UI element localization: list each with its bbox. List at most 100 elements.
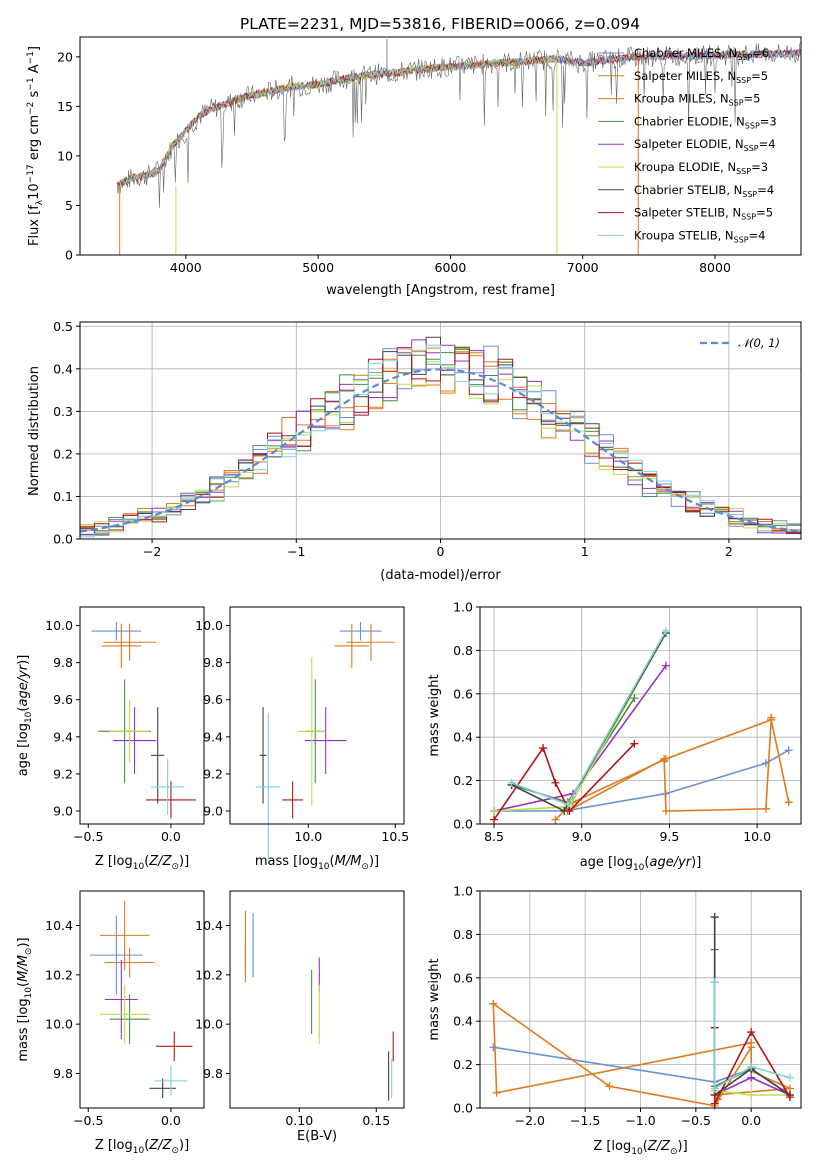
x-tick-label: 0.15 [362, 1113, 390, 1128]
y-tick-label: 10.4 [45, 918, 73, 933]
weight-marker [761, 804, 770, 813]
y-tick-label: 10.2 [195, 967, 223, 982]
y-tick-label: 0.0 [53, 532, 73, 547]
x-tick-label: 8000 [699, 260, 731, 275]
x-tick-label: −0.5 [73, 829, 103, 844]
weight-marker [784, 798, 793, 807]
y-tick-label: 10.4 [195, 918, 223, 933]
axes-box [229, 890, 405, 1109]
plot-area [91, 621, 196, 819]
y-tick-label: 9.4 [53, 729, 73, 744]
x-tick-label: 0 [437, 544, 445, 559]
y-tick-label: 20 [57, 49, 73, 64]
weight-line [511, 630, 667, 806]
mass-vs-ebv-xlabel: E(B-V) [297, 1129, 337, 1144]
weight-marker [539, 744, 548, 753]
x-tick-label: 10.5 [381, 829, 409, 844]
spectrum-xlabel: wavelength [Angstrom, rest frame] [326, 283, 555, 298]
y-tick-label: 10.0 [45, 1017, 73, 1032]
weight-marker [551, 815, 560, 824]
plot-area [490, 626, 793, 824]
residuals-chart: −2 −1 0 1 2 0.0 0.1 0.2 0.3 0.4 0.5 𝒩(0, 1) (data-mo… [27, 319, 802, 583]
y-tick-label: 10 [57, 148, 73, 163]
x-tick-label: 0.0 [161, 829, 181, 844]
spectrum-ylabel: Flux [fλ10−17 erg cm−2 s−1 A−1] [26, 46, 45, 246]
y-tick-label: 0 [65, 248, 73, 263]
y-tick-label: 10.0 [45, 618, 73, 633]
mass-vs-metallicity-chart: −0.5 0.0 9.8 10.0 10.2 10.4 Z [log10(Z/Z⊙)] mas… [16, 890, 205, 1156]
x-tick-label: 6000 [435, 260, 467, 275]
y-tick-label: 0.4 [453, 730, 473, 745]
gaussian-curve [79, 368, 802, 533]
y-tick-label: 15 [57, 99, 73, 114]
y-tick-label: 9.4 [203, 729, 223, 744]
mass-vs-metallicity-chart-ylabel: mass [log10(M/M⊙)] [16, 937, 34, 1061]
mass-weight-vs-age-chart-xlabel: age [log10(age/yr)] [580, 855, 702, 873]
weight-line [713, 982, 791, 1090]
weight-marker [551, 778, 560, 787]
axes-frame: −0.5 0.0 9.0 9.2 9.4 9.6 9.8 10.0 Z [log10(Z/Z⊙)… [16, 606, 205, 872]
plot-area [489, 913, 794, 1110]
weight-marker [784, 746, 793, 755]
y-tick-label: 9.2 [53, 766, 73, 781]
y-tick-label: 9.8 [203, 655, 223, 670]
y-tick-label: 10.0 [195, 618, 223, 633]
histogram-step [80, 352, 801, 533]
y-tick-label: 10.2 [45, 967, 73, 982]
y-tick-label: 9.2 [203, 766, 223, 781]
x-tick-label: 0.0 [741, 1113, 761, 1128]
axes-frame: 10.0 10.5 9.0 9.2 9.4 9.6 9.8 10.0 mass [log10(M… [195, 606, 409, 872]
x-tick-label: 9.0 [572, 829, 592, 844]
legend-entry: Salpeter MILES, NSSP=5 [634, 69, 768, 85]
weight-line [492, 1003, 794, 1100]
spectrum-chart: 4000 5000 6000 7000 8000 0 5 10 15 20 wavelength [… [26, 36, 802, 298]
spectrum-line [116, 48, 802, 188]
weight-marker [492, 1088, 501, 1097]
age-vs-metallicity-chart-xlabel: Z [log10(Z/Z⊙)] [95, 854, 189, 872]
weight-marker [661, 806, 670, 815]
x-tick-label: −1.0 [625, 1113, 655, 1128]
y-tick-label: 0.0 [453, 817, 473, 832]
y-tick-label: 1.0 [453, 884, 473, 899]
weight-line [511, 697, 636, 804]
weight-marker [630, 739, 639, 748]
legend-entry: 𝒩(0, 1) [738, 336, 780, 350]
axes-box [79, 36, 802, 256]
y-tick-label: 9.0 [203, 804, 223, 819]
weight-marker [605, 1082, 614, 1091]
y-tick-label: 0.2 [453, 773, 473, 788]
axes-frame: 8.5 9.0 9.5 10.0 0.0 0.2 0.4 0.6 0.8 1.0 age [log1… [427, 600, 802, 873]
y-tick-label: 0.0 [453, 1101, 473, 1116]
weight-marker [747, 1038, 756, 1047]
y-tick-label: 0.2 [453, 1057, 473, 1072]
weight-marker [489, 1043, 498, 1052]
weight-marker [767, 713, 776, 722]
legend-entry: Salpeter STELIB, NSSP=5 [634, 206, 773, 222]
age-vs-mass-chart-xlabel: mass [log10(M/M⊙)] [255, 854, 379, 872]
y-tick-label: 0.8 [453, 643, 473, 658]
y-tick-label: 9.8 [53, 1066, 73, 1081]
mass-weight-vs-metallicity-chart-ylabel: mass weight [427, 958, 442, 1040]
x-tick-label: −1.5 [570, 1113, 600, 1128]
y-tick-label: 0.6 [453, 686, 473, 701]
weight-marker [489, 999, 498, 1008]
weight-marker [710, 1099, 719, 1108]
weight-marker [507, 778, 516, 787]
age-vs-mass-chart: 10.0 10.5 9.0 9.2 9.4 9.6 9.8 10.0 mass [log10(M… [195, 606, 409, 872]
x-tick-label: 0.0 [161, 1113, 181, 1128]
weight-marker [785, 1093, 794, 1102]
weight-line [511, 632, 667, 813]
y-tick-label: 9.8 [203, 1066, 223, 1081]
axes-box [229, 606, 405, 825]
axes-frame: −2 −1 0 1 2 0.0 0.1 0.2 0.3 0.4 0.5 𝒩(0, 1) (data-mo… [27, 319, 802, 583]
weight-marker [565, 806, 574, 815]
axes-frame: 0.10 0.15 9.8 10.0 10.2 10.4 E(B-V) [195, 890, 405, 1144]
x-tick-label: 10.0 [743, 829, 771, 844]
weight-marker [630, 694, 639, 703]
y-tick-label: 0.3 [53, 404, 73, 419]
x-tick-label: 5000 [302, 260, 334, 275]
x-tick-label: 4000 [170, 260, 202, 275]
legend-entry: Kroupa MILES, NSSP=5 [634, 92, 760, 108]
weight-marker [710, 1084, 719, 1093]
